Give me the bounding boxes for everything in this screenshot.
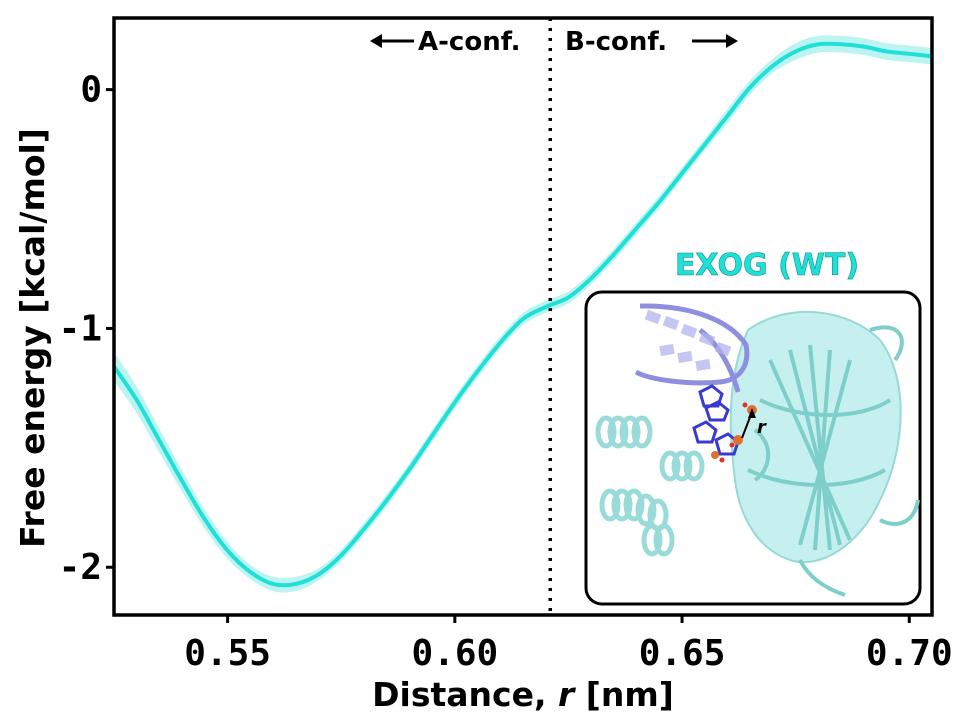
axes-frame — [112, 16, 934, 617]
annotation-a-conf: A-conf. — [370, 27, 520, 57]
y-tick-label: -2 — [59, 547, 102, 588]
plot-area — [114, 35, 932, 593]
y-axis-label: Free energy [kcal/mol] — [13, 128, 52, 548]
x-tick-label: 0.55 — [184, 633, 271, 674]
x-axis-ticks: 0.55 0.60 0.65 0.70 — [184, 615, 953, 674]
annotation-b-conf-label: B-conf. — [565, 27, 667, 57]
annotation-b-conf: B-conf. — [565, 27, 738, 57]
x-axis-label: Distance, r [nm] — [372, 675, 674, 713]
x-tick-label: 0.65 — [639, 633, 726, 674]
y-tick-label: -1 — [59, 308, 102, 349]
inset-title: EXOG (WT) — [675, 248, 859, 283]
y-tick-label: 0 — [80, 70, 102, 111]
inset-structure-image: r — [584, 290, 922, 606]
free-energy-line — [114, 41, 932, 588]
inset-r-label: r — [757, 417, 767, 438]
y-axis-ticks: -2 -1 0 — [59, 70, 114, 588]
annotation-a-conf-label: A-conf. — [418, 27, 520, 57]
error-band — [114, 35, 932, 593]
x-tick-label: 0.60 — [411, 633, 498, 674]
x-tick-label: 0.70 — [866, 633, 953, 674]
